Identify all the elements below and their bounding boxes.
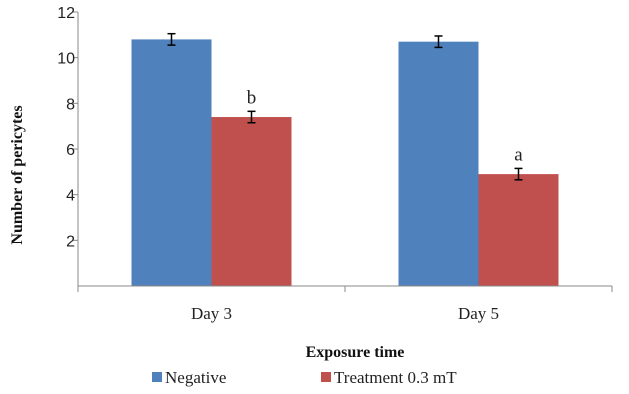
y-tick-label: 4 — [66, 188, 75, 205]
significance-label: b — [247, 87, 257, 108]
bar — [131, 39, 212, 287]
x-tick-label: Day 5 — [458, 304, 499, 323]
bar — [478, 174, 559, 286]
y-tick-label: 12 — [57, 5, 75, 22]
legend-label: Treatment 0.3 mT — [334, 368, 457, 387]
y-tick-label: 10 — [57, 51, 75, 68]
x-tick-label: Day 3 — [191, 304, 232, 323]
error-bars-layer — [167, 32, 523, 181]
y-tick-label: 6 — [66, 142, 75, 159]
legend-label: Negative — [165, 368, 226, 387]
y-axis-title: Number of pericytes — [9, 105, 26, 244]
x-axis-title: Exposure time — [306, 344, 405, 361]
bar — [211, 117, 292, 287]
x-ticks-layer: Day 3 Day 5 — [77, 286, 613, 323]
legend-swatch — [321, 372, 331, 382]
y-tick-label: 8 — [66, 96, 75, 113]
annotations-layer: ba — [247, 87, 524, 165]
significance-label: a — [514, 144, 523, 165]
legend-swatch — [152, 372, 162, 382]
bar — [398, 41, 479, 286]
y-tick-label: 2 — [66, 233, 75, 250]
bars-layer — [131, 39, 559, 287]
y-ticks-layer: 2 4 6 8 10 12 — [57, 5, 78, 250]
legend: Negative Treatment 0.3 mT — [152, 368, 457, 387]
